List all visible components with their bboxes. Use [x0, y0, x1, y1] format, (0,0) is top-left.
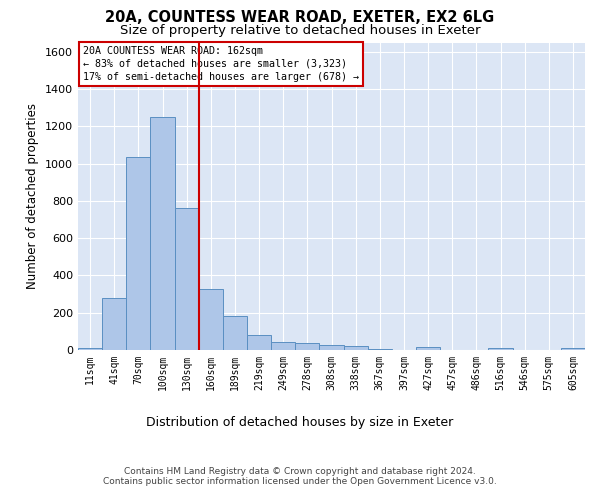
Text: Size of property relative to detached houses in Exeter: Size of property relative to detached ho… [120, 24, 480, 37]
Bar [247, 335, 271, 350]
Bar [488, 348, 512, 350]
Bar [416, 347, 440, 350]
Bar [199, 288, 223, 350]
Bar [295, 343, 319, 350]
Text: Contains HM Land Registry data © Crown copyright and database right 2024.: Contains HM Land Registry data © Crown c… [124, 467, 476, 476]
Text: 20A, COUNTESS WEAR ROAD, EXETER, EX2 6LG: 20A, COUNTESS WEAR ROAD, EXETER, EX2 6LG [106, 10, 494, 25]
Text: 20A COUNTESS WEAR ROAD: 162sqm
← 83% of detached houses are smaller (3,323)
17% : 20A COUNTESS WEAR ROAD: 162sqm ← 83% of … [83, 46, 359, 82]
Bar [78, 348, 102, 350]
Bar [368, 348, 392, 350]
Bar [126, 157, 151, 350]
Bar [175, 208, 199, 350]
Bar [223, 316, 247, 350]
Bar [319, 346, 344, 350]
Text: Contains public sector information licensed under the Open Government Licence v3: Contains public sector information licen… [103, 477, 497, 486]
Bar [151, 117, 175, 350]
Bar [344, 346, 368, 350]
Bar [271, 342, 295, 350]
Y-axis label: Number of detached properties: Number of detached properties [26, 104, 40, 289]
Text: Distribution of detached houses by size in Exeter: Distribution of detached houses by size … [146, 416, 454, 429]
Bar [561, 348, 585, 350]
Bar [102, 298, 126, 350]
